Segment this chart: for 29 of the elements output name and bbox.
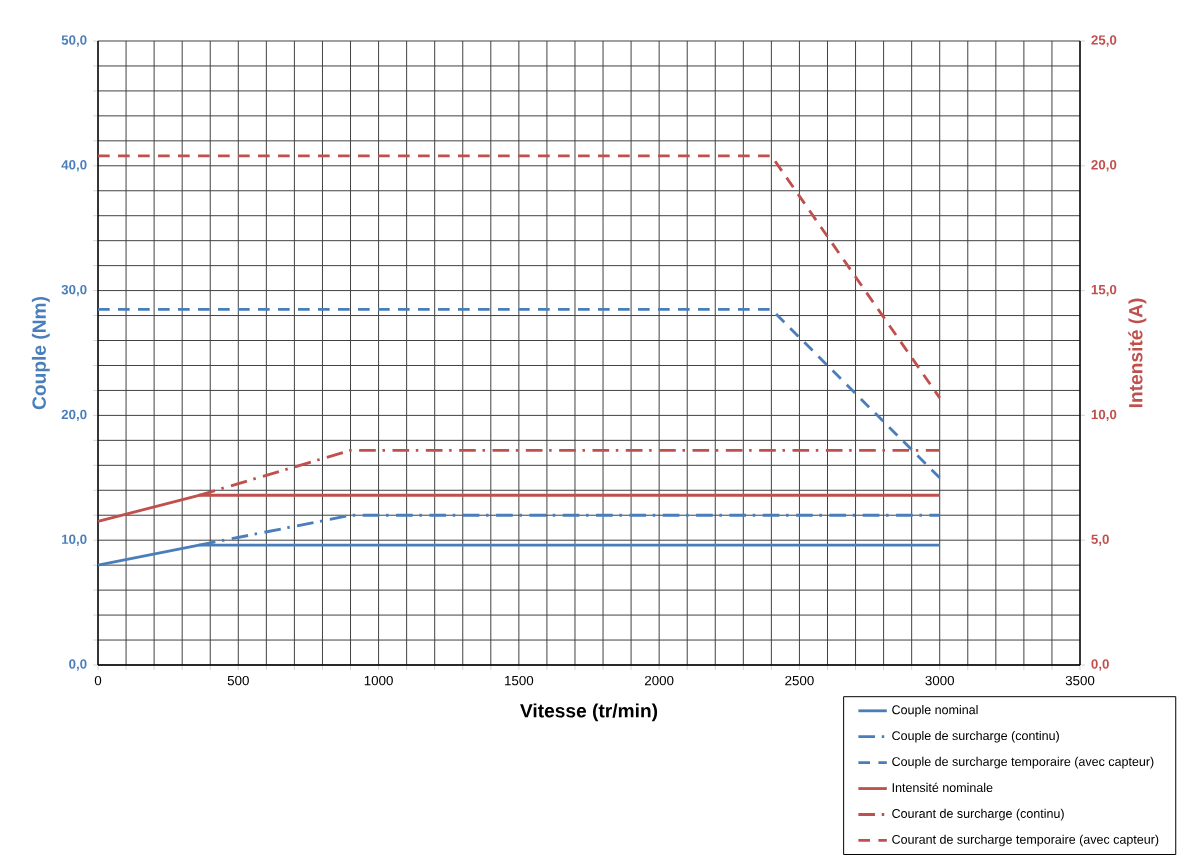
x-tick-label: 2000 (645, 675, 674, 686)
x-tick-label: 500 (227, 675, 249, 686)
y-tick-label: 30,0 (61, 284, 87, 297)
legend-label: Couple de surcharge temporaire (avec capteur) (892, 756, 1154, 769)
y-axis-title: Couple (Nm) (31, 297, 50, 410)
y2-tick-label: 5,0 (1091, 534, 1109, 546)
legend-label: Courant de surcharge temporaire (avec capteur) (892, 834, 1159, 847)
legend-label: Intensité nominale (892, 782, 993, 793)
x-tick-label: 3000 (925, 675, 955, 686)
x-tick-label: 2500 (785, 675, 814, 686)
y-tick-label: 10,0 (62, 534, 87, 546)
x-axis-title: Vitesse (tr/min) (520, 703, 658, 722)
y2-axis-title: Intensité (A) (1128, 298, 1147, 408)
y-tick-label: 0,0 (69, 659, 87, 671)
x-tick-label: 0 (94, 675, 102, 686)
y2-tick-label: 10,0 (1091, 409, 1117, 422)
legend-label: Couple nominal (892, 705, 978, 717)
legend-label: Couple de surcharge (continu) (892, 730, 1059, 743)
x-tick-label: 1500 (505, 675, 534, 686)
y2-tick-label: 15,0 (1091, 284, 1117, 297)
y2-tick-label: 25,0 (1091, 35, 1117, 47)
y2-tick-label: 0,0 (1091, 659, 1109, 671)
x-tick-label: 3500 (1065, 675, 1095, 686)
y-tick-label: 40,0 (61, 160, 87, 172)
y2-tick-label: 20,0 (1091, 160, 1117, 172)
y-tick-label: 20,0 (61, 409, 87, 422)
y-tick-label: 50,0 (61, 35, 87, 47)
legend-label: Courant de surcharge (continu) (892, 808, 1064, 821)
x-tick-label: 1000 (364, 675, 393, 686)
